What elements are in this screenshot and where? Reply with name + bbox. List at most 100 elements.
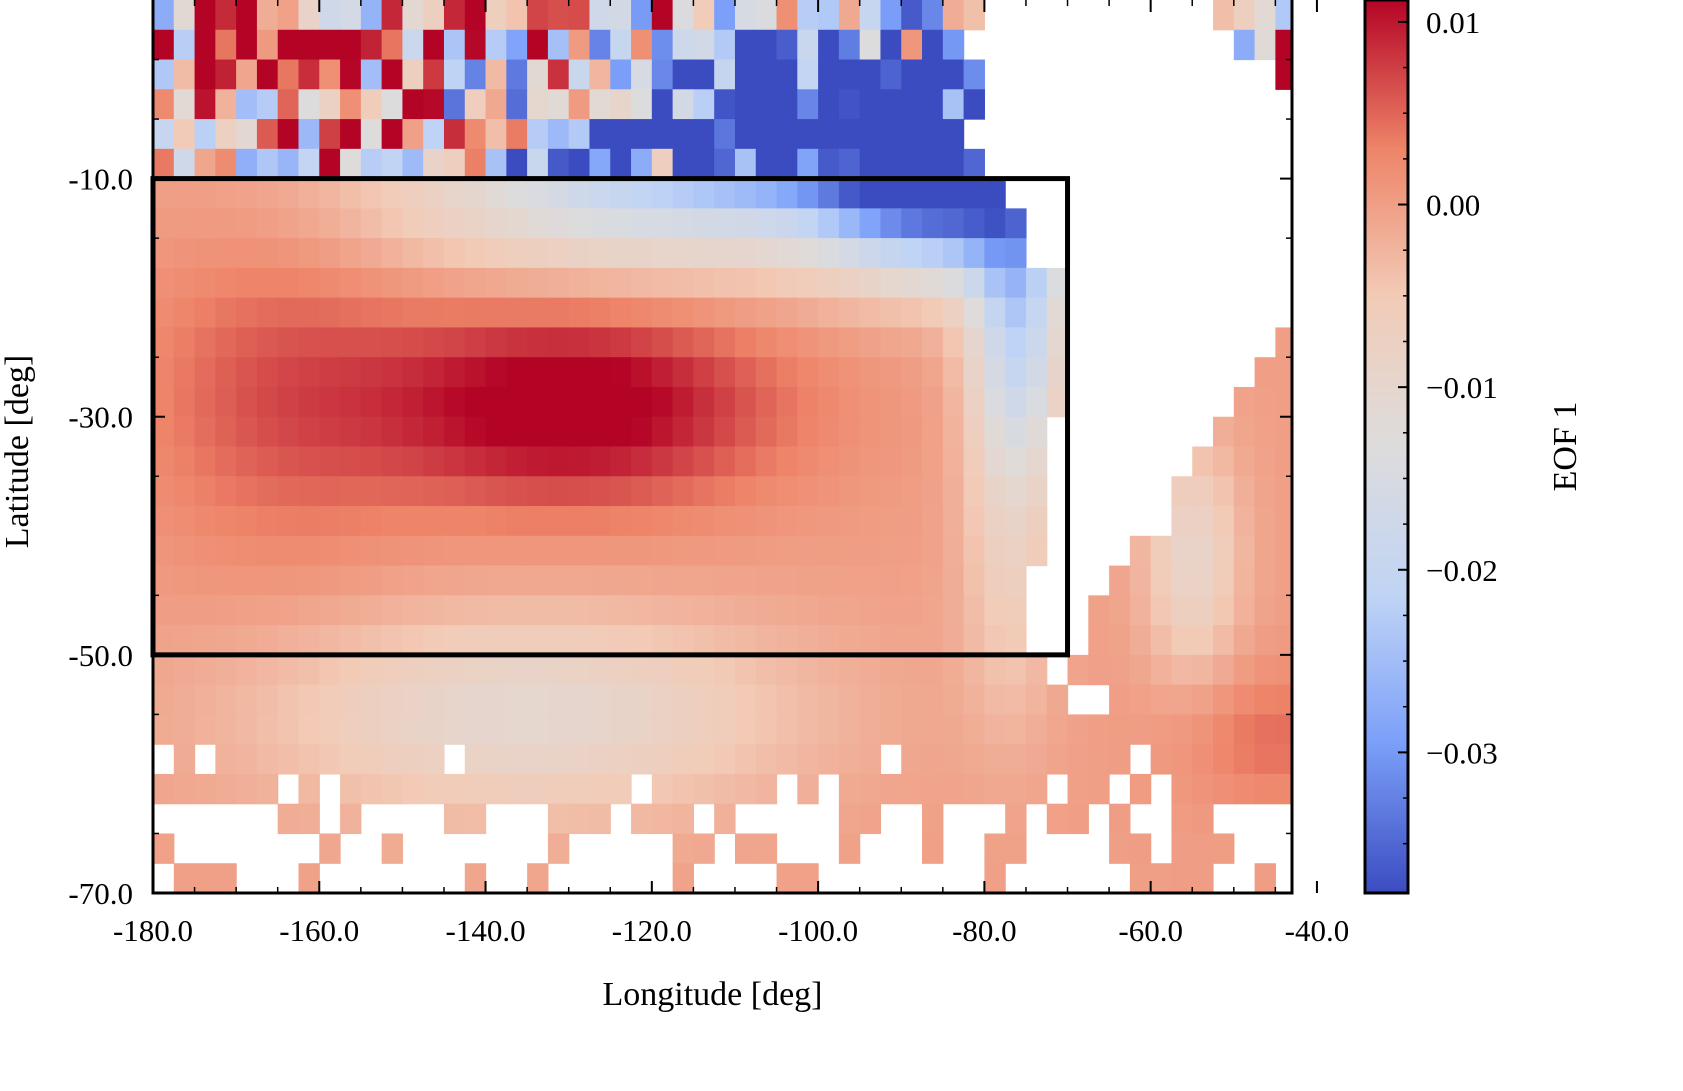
heatmap-cell bbox=[651, 29, 674, 61]
heatmap-cell bbox=[527, 148, 549, 180]
heatmap-cell bbox=[672, 506, 694, 537]
heatmap-cell bbox=[236, 119, 258, 150]
heatmap-cell bbox=[485, 654, 507, 686]
heatmap-cell bbox=[381, 386, 404, 418]
heatmap-cell bbox=[298, 357, 320, 388]
heatmap-cell bbox=[527, 297, 549, 329]
heatmap-cell bbox=[527, 416, 549, 448]
heatmap-cell bbox=[1171, 803, 1193, 835]
heatmap-cell bbox=[818, 386, 840, 418]
heatmap-cell bbox=[1254, 535, 1276, 567]
heatmap-cell bbox=[631, 208, 653, 239]
heatmap-cell bbox=[277, 386, 300, 418]
heatmap-cell bbox=[1005, 238, 1027, 269]
colorbar-tick-label: 0.00 bbox=[1426, 188, 1480, 223]
heatmap-cell bbox=[1046, 327, 1069, 358]
heatmap-cell bbox=[215, 625, 237, 656]
heatmap-cell bbox=[631, 178, 653, 209]
heatmap-cell bbox=[215, 0, 237, 31]
heatmap-cell bbox=[672, 327, 694, 358]
heatmap-cell bbox=[236, 416, 258, 448]
heatmap-cell bbox=[256, 357, 279, 388]
heatmap-cell bbox=[589, 357, 611, 388]
heatmap-cell bbox=[236, 29, 258, 61]
heatmap-cell bbox=[256, 238, 279, 269]
heatmap-cell bbox=[1067, 654, 1089, 686]
heatmap-cell bbox=[1171, 476, 1193, 507]
heatmap-cell bbox=[1150, 625, 1173, 656]
heatmap-cell bbox=[464, 416, 487, 448]
heatmap-cell bbox=[1233, 416, 1256, 448]
heatmap-cell bbox=[527, 744, 549, 775]
heatmap-cell bbox=[423, 0, 445, 31]
heatmap-cell bbox=[173, 29, 196, 61]
heatmap-cell bbox=[1233, 446, 1256, 477]
heatmap-cell bbox=[1275, 684, 1292, 715]
heatmap-cell bbox=[1025, 506, 1048, 537]
x-tick-label: -100.0 bbox=[778, 913, 858, 948]
heatmap-cell bbox=[194, 595, 216, 626]
heatmap-cell bbox=[631, 714, 653, 745]
heatmap-cell bbox=[464, 446, 487, 477]
heatmap-cell bbox=[859, 0, 882, 31]
heatmap-cell bbox=[443, 595, 466, 626]
plot-frame bbox=[151, 0, 1294, 895]
heatmap-cell bbox=[360, 386, 383, 418]
heatmap-cell bbox=[547, 29, 570, 61]
heatmap-cell bbox=[922, 625, 944, 656]
heatmap-cell bbox=[485, 506, 507, 537]
heatmap-cell bbox=[776, 386, 798, 418]
heatmap-cell bbox=[236, 654, 258, 686]
heatmap-cell bbox=[818, 327, 840, 358]
heatmap-cell bbox=[547, 773, 570, 805]
heatmap-cell bbox=[651, 803, 674, 835]
heatmap-cell bbox=[797, 506, 819, 537]
heatmap-cell bbox=[340, 625, 362, 656]
heatmap-cell bbox=[277, 714, 300, 745]
heatmap-cell bbox=[194, 0, 216, 31]
heatmap-cell bbox=[651, 506, 674, 537]
heatmap-cell bbox=[755, 0, 778, 31]
heatmap-cell bbox=[984, 833, 1006, 864]
heatmap-cell bbox=[734, 178, 757, 209]
heatmap-cell bbox=[527, 565, 549, 596]
heatmap-cell bbox=[922, 178, 944, 209]
heatmap-cell bbox=[568, 238, 591, 269]
heatmap-cell bbox=[922, 654, 944, 686]
heatmap-cell bbox=[589, 238, 611, 269]
heatmap-cell bbox=[1025, 744, 1048, 775]
heatmap-cell bbox=[173, 386, 196, 418]
heatmap-cell bbox=[610, 178, 632, 209]
heatmap-cell bbox=[256, 0, 279, 31]
heatmap-cell bbox=[859, 89, 882, 120]
heatmap-cell bbox=[256, 595, 279, 626]
heatmap-cell bbox=[838, 89, 861, 120]
heatmap-cell bbox=[215, 119, 237, 150]
heatmap-cell bbox=[922, 744, 944, 775]
heatmap-cell bbox=[838, 773, 861, 805]
heatmap-cell bbox=[173, 327, 196, 358]
heatmap-cell bbox=[818, 357, 840, 388]
heatmap-cell bbox=[1275, 565, 1292, 596]
heatmap-cell bbox=[1005, 476, 1027, 507]
heatmap-cell bbox=[1046, 684, 1069, 715]
heatmap-cell bbox=[651, 238, 674, 269]
heatmap-cell bbox=[693, 178, 715, 209]
heatmap-cell bbox=[1129, 565, 1152, 596]
heatmap-cell bbox=[589, 744, 611, 775]
heatmap-cell bbox=[298, 535, 320, 567]
heatmap-cell bbox=[589, 595, 611, 626]
heatmap-cell bbox=[402, 625, 424, 656]
heatmap-cell bbox=[423, 744, 445, 775]
heatmap-cell bbox=[859, 535, 882, 567]
heatmap-cell bbox=[651, 119, 674, 150]
heatmap-cell bbox=[173, 595, 196, 626]
heatmap-cell bbox=[776, 446, 798, 477]
heatmap-cell bbox=[464, 476, 487, 507]
heatmap-cell bbox=[797, 565, 819, 596]
heatmap-cell bbox=[693, 416, 715, 448]
heatmap-cell bbox=[215, 714, 237, 745]
heatmap-cell bbox=[277, 119, 300, 150]
heatmap-cell bbox=[901, 238, 923, 269]
heatmap-cell bbox=[506, 506, 528, 537]
